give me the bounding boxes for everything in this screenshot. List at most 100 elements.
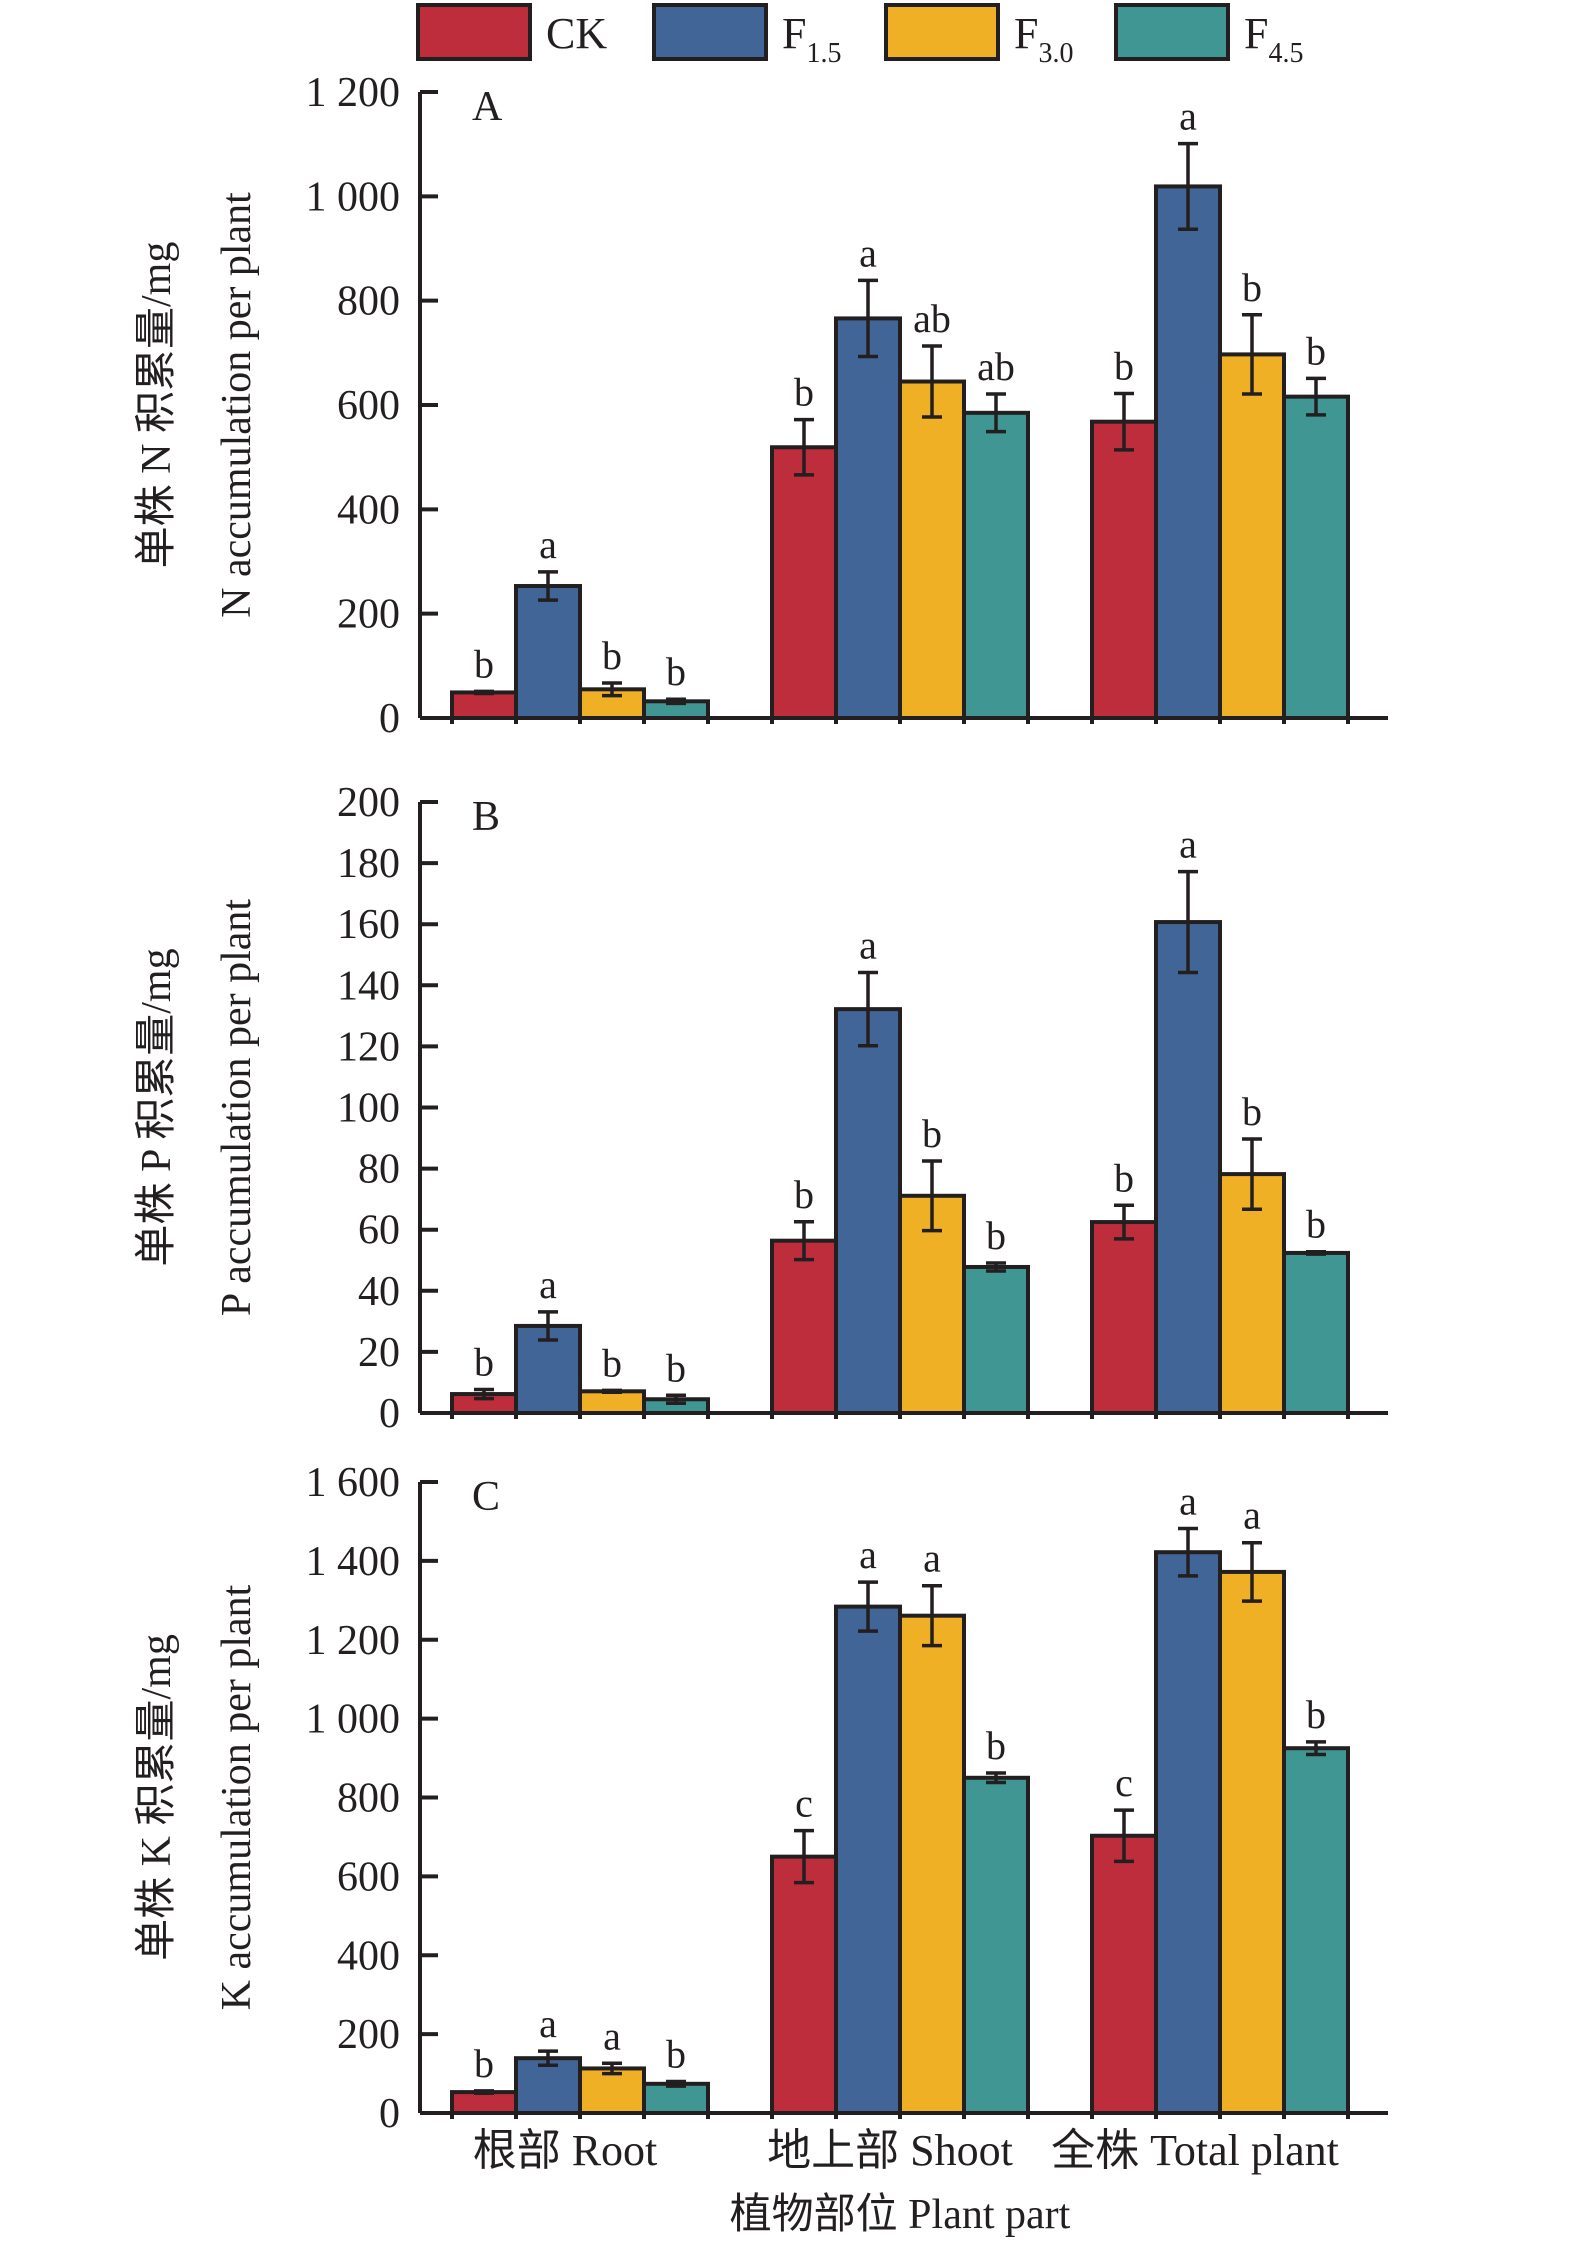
y-tick-label: 140 bbox=[337, 963, 400, 1009]
bar-f45 bbox=[1282, 1250, 1350, 1415]
bar-ck bbox=[770, 1238, 838, 1415]
y-tick-label: 1 600 bbox=[306, 1460, 401, 1506]
y-tick-label: 200 bbox=[337, 592, 400, 638]
panel-letter: C bbox=[472, 1474, 500, 1520]
significance-letter: b bbox=[922, 1111, 942, 1156]
y-tick-label: 800 bbox=[337, 1776, 400, 1822]
significance-letter: ab bbox=[977, 344, 1015, 389]
y-tick-label: 120 bbox=[337, 1024, 400, 1070]
legend-label-main: F bbox=[782, 9, 806, 58]
bar-f30 bbox=[1218, 352, 1286, 720]
y-tick-label: 80 bbox=[358, 1147, 400, 1193]
panel-b: 0 20 40 60 80 100 120 140 160 180 200 B 单株 P 积累量/mg P… bbox=[134, 780, 1388, 1437]
x-category-label: 地上部 Shoot bbox=[767, 2126, 1013, 2175]
y-tick-label: 200 bbox=[337, 2012, 400, 2058]
bar-f15 bbox=[514, 2056, 582, 2116]
y-axis-title-cn: 单株 N 积累量/mg bbox=[134, 242, 180, 569]
significance-letter: b bbox=[794, 370, 814, 415]
y-tick-label: 0 bbox=[379, 1391, 400, 1437]
bar-f45 bbox=[962, 1775, 1030, 2115]
y-tick-label: 0 bbox=[379, 2091, 400, 2137]
y-axis-title-en: K accumulation per plant bbox=[214, 1584, 260, 2010]
significance-letter: c bbox=[1115, 1760, 1133, 1805]
significance-letter: b bbox=[666, 649, 686, 694]
significance-letter: b bbox=[474, 1339, 494, 1384]
significance-letter: a bbox=[539, 2001, 557, 2046]
legend-swatch-f45 bbox=[1114, 3, 1230, 61]
legend: CK F1.5 F3.0 F4.5 bbox=[416, 3, 1303, 69]
panel-a: 0 200 400 600 800 1 000 1 200 A 单株 N 积累量/mg N acc… bbox=[134, 70, 1388, 742]
significance-letter: b bbox=[602, 1340, 622, 1385]
bar-f45 bbox=[1282, 1746, 1350, 2115]
bar-f15 bbox=[834, 1007, 902, 1416]
y-tick-label: 600 bbox=[337, 1854, 400, 1900]
legend-swatch-f15 bbox=[652, 3, 768, 61]
bar-ck bbox=[450, 2090, 518, 2116]
x-category-label: 根部 Root bbox=[473, 2126, 658, 2175]
significance-letter: a bbox=[1179, 94, 1197, 139]
legend-label-main: CK bbox=[546, 9, 607, 58]
y-tick-label: 100 bbox=[337, 1086, 400, 1132]
significance-letter: b bbox=[474, 641, 494, 686]
y-tick-label: 40 bbox=[358, 1269, 400, 1315]
legend-label-ck: CK bbox=[546, 9, 607, 58]
bar-f45 bbox=[1282, 394, 1350, 720]
legend-swatch-ck bbox=[416, 3, 532, 61]
significance-letter: b bbox=[666, 1345, 686, 1390]
significance-letter: a bbox=[859, 922, 877, 967]
significance-letter: a bbox=[539, 1262, 557, 1307]
significance-letter: ab bbox=[913, 296, 951, 341]
legend-label-sub: 4.5 bbox=[1268, 38, 1303, 69]
bar-ck bbox=[1090, 1833, 1158, 2116]
significance-letter: b bbox=[986, 1213, 1006, 1258]
y-tick-label: 1 200 bbox=[306, 70, 401, 116]
significance-letter: b bbox=[1242, 265, 1262, 310]
significance-letter: b bbox=[1306, 1202, 1326, 1247]
significance-letter: c bbox=[795, 1781, 813, 1826]
bar-f30 bbox=[578, 1389, 646, 1415]
bar-f15 bbox=[834, 316, 902, 720]
significance-letter: a bbox=[1179, 1479, 1197, 1524]
y-axis-title-cn: 单株 P 积累量/mg bbox=[134, 948, 180, 1266]
bar-ck bbox=[450, 690, 518, 721]
significance-letter: a bbox=[1243, 1493, 1261, 1538]
y-axis-title-en: N accumulation per plant bbox=[214, 192, 260, 618]
significance-letter: b bbox=[666, 2031, 686, 2076]
y-tick-label: 20 bbox=[358, 1330, 400, 1376]
significance-letter: a bbox=[923, 1536, 941, 1581]
y-tick-label: 1 400 bbox=[306, 1539, 401, 1585]
panel-letter: B bbox=[472, 794, 500, 840]
y-tick-label: 400 bbox=[337, 1933, 400, 1979]
legend-swatch-f30 bbox=[884, 3, 1000, 61]
y-tick-label: 60 bbox=[358, 1208, 400, 1254]
bar-f45 bbox=[962, 410, 1030, 720]
bar-f45 bbox=[642, 2081, 710, 2115]
bar-ck bbox=[770, 445, 838, 720]
significance-letter: a bbox=[539, 522, 557, 567]
significance-letter: b bbox=[1306, 1692, 1326, 1737]
y-axis-title-en: P accumulation per plant bbox=[214, 899, 260, 1316]
y-tick-label: 1 000 bbox=[306, 174, 401, 220]
significance-letter: b bbox=[1114, 344, 1134, 389]
significance-letter: a bbox=[859, 1532, 877, 1577]
bar-f45 bbox=[962, 1264, 1030, 1415]
significance-letter: b bbox=[1306, 328, 1326, 373]
significance-letter: b bbox=[474, 2041, 494, 2086]
legend-label-sub: 1.5 bbox=[806, 38, 841, 69]
panel-c: 0 200 400 600 800 1 000 1 200 1 400 1 600 C 单株 K 积… bbox=[134, 1460, 1388, 2137]
significance-letter: b bbox=[794, 1172, 814, 1217]
y-tick-label: 1 200 bbox=[306, 1618, 401, 1664]
bar-f30 bbox=[1218, 1569, 1286, 2115]
legend-label-f15: F1.5 bbox=[782, 9, 841, 69]
significance-letter: a bbox=[603, 2013, 621, 2058]
significance-letter: b bbox=[986, 1723, 1006, 1768]
bar-f15 bbox=[834, 1604, 902, 2116]
bar-ck bbox=[1090, 419, 1158, 720]
x-axis-title: 植物部位 Plant part bbox=[730, 2191, 1071, 2238]
y-tick-label: 160 bbox=[337, 902, 400, 948]
bar-f15 bbox=[1154, 920, 1222, 1416]
y-tick-label: 180 bbox=[337, 841, 400, 887]
significance-letter: a bbox=[1179, 822, 1197, 867]
